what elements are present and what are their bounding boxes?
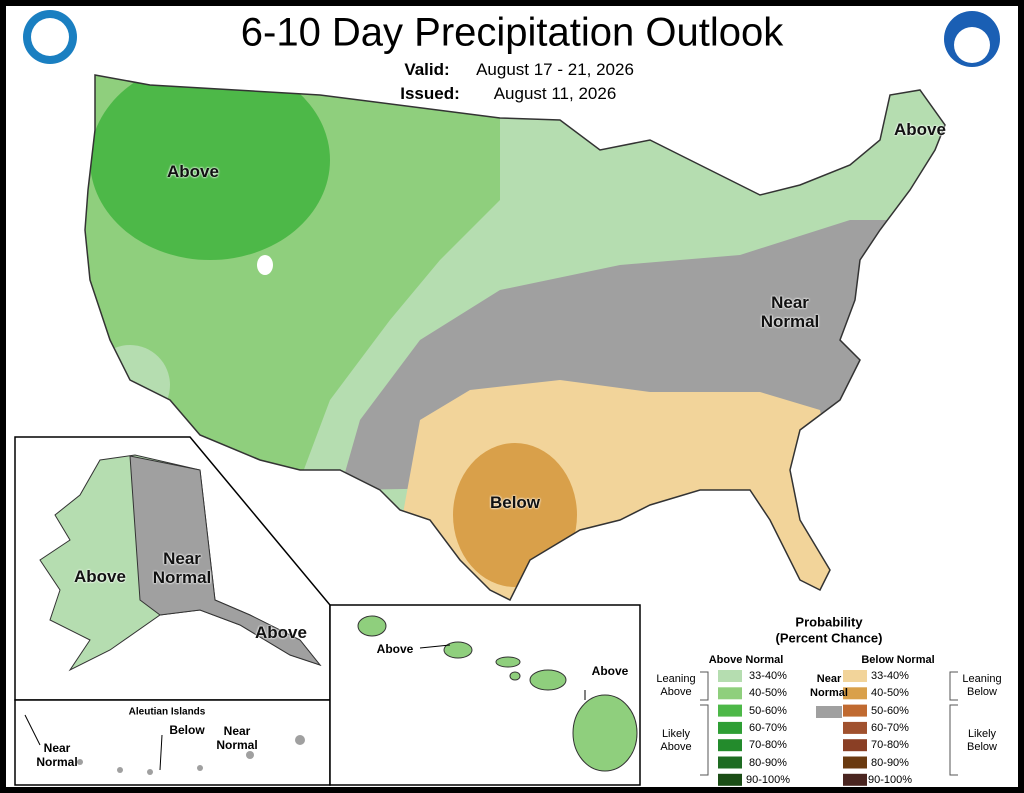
valid-label: Valid: [404, 60, 450, 79]
legend-swatch [718, 773, 742, 786]
region-label: Above [376, 642, 414, 656]
region-label: Above [74, 567, 126, 586]
region-label: Above [591, 664, 629, 678]
legend-heading: Near Normal [810, 673, 848, 699]
region-label: Above [894, 120, 946, 139]
legend-group: Likely Below [967, 728, 997, 753]
legend-range: 60-70% [749, 721, 787, 734]
legend-group: Leaning Below [962, 673, 1002, 698]
legend-range: 40-50% [871, 687, 909, 700]
legend-swatch [718, 704, 742, 717]
legend-heading: Above Normal [708, 654, 784, 666]
legend-group: Leaning Above [656, 673, 696, 698]
legend-range: 33-40% [871, 670, 909, 682]
legend-swatch [718, 670, 742, 682]
legend-range: 50-60% [871, 704, 909, 717]
legend-swatch [718, 756, 742, 769]
inset-title: Aleutian Islands [128, 706, 206, 718]
region-label: Above [167, 162, 219, 181]
legend-swatch [843, 721, 867, 734]
legend-swatch [843, 756, 867, 769]
legend-range: 90-100% [867, 773, 913, 786]
legend-swatch [843, 670, 867, 682]
legend-swatch [843, 687, 867, 700]
legend-range: 90-100% [745, 773, 791, 786]
near-normal-swatch [816, 706, 842, 718]
legend-swatch [843, 773, 867, 786]
valid-dates: August 17 - 21, 2026 [476, 60, 634, 79]
legend-range: 70-80% [749, 739, 787, 752]
legend-swatch [843, 739, 867, 752]
issued-date: August 11, 2026 [493, 84, 617, 103]
issued-label: Issued: [400, 84, 460, 103]
legend-title: Probability [795, 614, 863, 630]
region-label: Near Normal [216, 724, 258, 752]
legend-range: 40-50% [749, 687, 787, 700]
legend-swatch [718, 739, 742, 752]
legend-swatch [718, 721, 742, 734]
legend-swatch [718, 687, 742, 700]
legend-range: 80-90% [749, 756, 787, 769]
region-label: Below [489, 493, 541, 512]
region-label: Near Normal [760, 293, 820, 331]
legend-heading: Below Normal [861, 654, 935, 666]
region-label: Below [169, 723, 205, 737]
legend-range: 70-80% [871, 739, 909, 752]
legend-range: 50-60% [749, 704, 787, 717]
region-label: Near Normal [36, 741, 78, 769]
legend-range: 33-40% [749, 670, 787, 682]
region-label: Above [255, 623, 307, 642]
legend-subtitle: (Percent Chance) [775, 630, 883, 646]
legend-range: 80-90% [871, 756, 909, 769]
legend-swatch [843, 704, 867, 717]
region-label: Near Normal [152, 549, 212, 587]
title: 6-10 Day Precipitation Outlook [240, 10, 784, 55]
legend-group: Likely Above [660, 728, 692, 753]
legend-range: 60-70% [871, 721, 909, 734]
